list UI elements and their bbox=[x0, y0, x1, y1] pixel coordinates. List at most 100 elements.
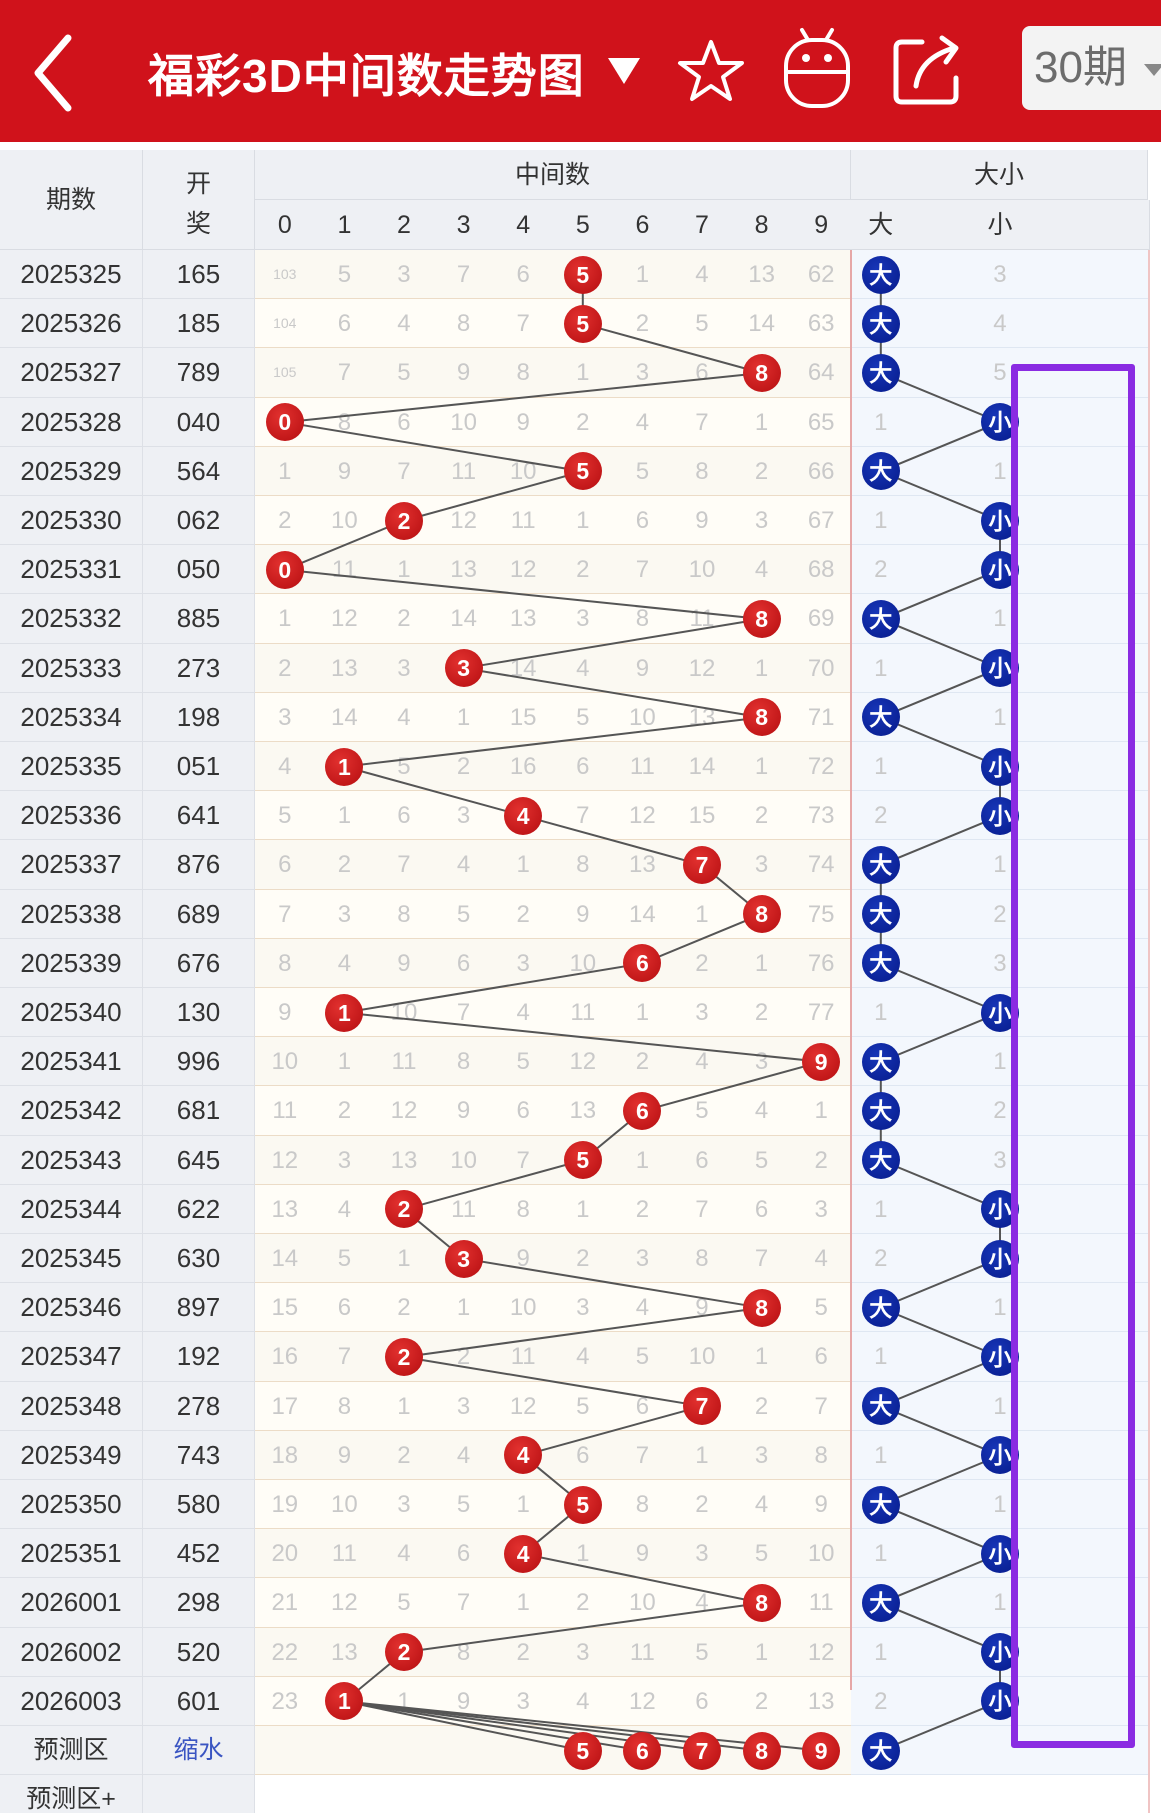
mid-omission-cell: 8 bbox=[672, 1234, 733, 1284]
mid-hit-ball: 2 bbox=[385, 501, 423, 540]
mid-omission-cell: 9 bbox=[314, 1430, 376, 1480]
mid-omission-cell: 6 bbox=[374, 791, 435, 841]
predict-row-label: 预测区 bbox=[0, 1726, 143, 1776]
mid-omission-cell: 13 bbox=[493, 594, 554, 644]
predict-ball[interactable]: 7 bbox=[683, 1731, 721, 1770]
size-small-cell: 1 bbox=[970, 1480, 1031, 1530]
small-column-highlight-box bbox=[1011, 364, 1135, 1748]
mid-omission-cell: 14 bbox=[433, 594, 495, 644]
mid-hit-ball: 2 bbox=[385, 1190, 423, 1229]
favorite-star-icon[interactable] bbox=[676, 36, 746, 106]
mid-omission-cell: 2 bbox=[433, 1332, 495, 1382]
mid-hit-ball: 7 bbox=[683, 846, 721, 884]
mid-omission-cell: 6 bbox=[433, 1529, 495, 1579]
mid-omission-cell: 4 bbox=[433, 1430, 495, 1480]
mid-hit-ball: 5 bbox=[563, 255, 602, 294]
mid-omission-cell: 7 bbox=[374, 840, 435, 890]
predict-cell[interactable] bbox=[374, 1726, 435, 1776]
period-cell: 2025326 bbox=[0, 299, 143, 349]
size-cell-blank bbox=[1089, 791, 1150, 841]
mid-omission-cell: 6 bbox=[672, 1676, 733, 1726]
page-title[interactable]: 福彩3D中间数走势图 bbox=[148, 50, 585, 102]
period-cell: 2026001 bbox=[0, 1578, 143, 1628]
mid-omission-cell: 4 bbox=[672, 250, 733, 300]
draw-code-cell: 897 bbox=[143, 1283, 255, 1333]
title-dropdown-caret-icon[interactable] bbox=[604, 52, 644, 88]
digit-header-1: 1 bbox=[314, 200, 376, 250]
robot-assistant-icon[interactable] bbox=[778, 26, 856, 112]
mid-hit-ball: 8 bbox=[742, 698, 781, 737]
period-cell: 2025350 bbox=[0, 1480, 143, 1530]
mid-omission-cell: 75 bbox=[791, 889, 852, 939]
mid-omission-cell: 4 bbox=[433, 840, 495, 890]
size-big-cell: 1 bbox=[851, 643, 912, 693]
mid-omission-cell: 1 bbox=[314, 791, 376, 841]
mid-omission-cell: 8 bbox=[791, 1430, 852, 1480]
draw-code-cell: 452 bbox=[143, 1529, 255, 1579]
predict-ball[interactable]: 9 bbox=[802, 1731, 841, 1770]
mid-omission-cell: 2 bbox=[731, 446, 793, 496]
mid-omission-cell: 7 bbox=[433, 250, 495, 300]
mid-omission-cell: 8 bbox=[433, 1037, 495, 1087]
mid-omission-cell: 13 bbox=[731, 250, 793, 300]
draw-code-cell: 681 bbox=[143, 1086, 255, 1136]
size-cell-blank bbox=[910, 496, 972, 546]
mid-omission-cell: 11 bbox=[612, 742, 674, 792]
share-icon[interactable] bbox=[888, 30, 968, 110]
size-cell-blank bbox=[1089, 1135, 1150, 1185]
mid-omission-cell: 3 bbox=[553, 1627, 614, 1677]
predict-plus-code bbox=[143, 1775, 255, 1813]
draw-code-cell: 051 bbox=[143, 742, 255, 792]
mid-omission-cell: 13 bbox=[314, 1627, 376, 1677]
mid-omission-cell: 3 bbox=[672, 1529, 733, 1579]
mid-omission-cell: 13 bbox=[553, 1086, 614, 1136]
period-cell: 2025337 bbox=[0, 840, 143, 890]
predict-big-ball[interactable]: 大 bbox=[861, 1731, 900, 1770]
mid-omission-cell: 2 bbox=[553, 545, 614, 595]
predict-size-cell[interactable] bbox=[1029, 1726, 1091, 1776]
mid-omission-cell: 4 bbox=[731, 1480, 793, 1530]
period-cell: 2025342 bbox=[0, 1086, 143, 1136]
big-ball: 大 bbox=[861, 944, 900, 983]
mid-omission-cell: 22 bbox=[255, 1627, 316, 1677]
size-cell-blank bbox=[1029, 1234, 1091, 1284]
predict-ball[interactable]: 5 bbox=[563, 1731, 602, 1770]
mid-omission-cell: 11 bbox=[314, 1529, 376, 1579]
mid-omission-cell: 9 bbox=[433, 1086, 495, 1136]
mid-omission-cell: 2 bbox=[493, 889, 554, 939]
predict-cell[interactable] bbox=[255, 1726, 316, 1776]
digit-header-0: 0 bbox=[255, 200, 316, 250]
size-small-cell: 1 bbox=[970, 840, 1031, 890]
mid-hit-ball: 6 bbox=[623, 944, 662, 983]
period-cell: 2025343 bbox=[0, 1135, 143, 1185]
size-cell-blank bbox=[1029, 348, 1091, 398]
mid-omission-cell: 1 bbox=[374, 1234, 435, 1284]
mid-omission-cell: 1 bbox=[493, 1578, 554, 1628]
big-ball: 大 bbox=[861, 1141, 900, 1180]
mid-hit-ball: 9 bbox=[802, 1042, 841, 1081]
mid-omission-cell: 23 bbox=[255, 1676, 316, 1726]
mid-omission-cell: 7 bbox=[672, 1184, 733, 1234]
shrink-link[interactable]: 缩水 bbox=[143, 1726, 255, 1776]
predict-cell[interactable] bbox=[314, 1726, 376, 1776]
mid-omission-cell: 8 bbox=[433, 299, 495, 349]
mid-hit-ball: 7 bbox=[683, 1387, 721, 1426]
predict-ball[interactable]: 6 bbox=[623, 1731, 662, 1770]
size-small-cell: 2 bbox=[970, 1086, 1031, 1136]
big-ball: 大 bbox=[861, 1387, 900, 1426]
draw-code-cell: 580 bbox=[143, 1480, 255, 1530]
big-ball: 大 bbox=[861, 895, 900, 934]
predict-ball[interactable]: 8 bbox=[742, 1731, 781, 1770]
draw-code-cell: 192 bbox=[143, 1332, 255, 1382]
period-cell: 2025336 bbox=[0, 791, 143, 841]
period-select[interactable]: 30期 bbox=[1022, 26, 1161, 110]
mid-omission-cell: 12 bbox=[314, 1578, 376, 1628]
back-arrow-icon[interactable] bbox=[26, 28, 86, 118]
mid-hit-ball: 8 bbox=[742, 895, 781, 934]
mid-omission-cell: 11 bbox=[553, 988, 614, 1038]
size-cell-blank bbox=[1029, 1135, 1091, 1185]
mid-hit-ball: 4 bbox=[504, 1534, 543, 1573]
size-cell-blank bbox=[1029, 594, 1091, 644]
size-cell-blank bbox=[910, 889, 972, 939]
mid-omission-cell: 8 bbox=[255, 938, 316, 988]
